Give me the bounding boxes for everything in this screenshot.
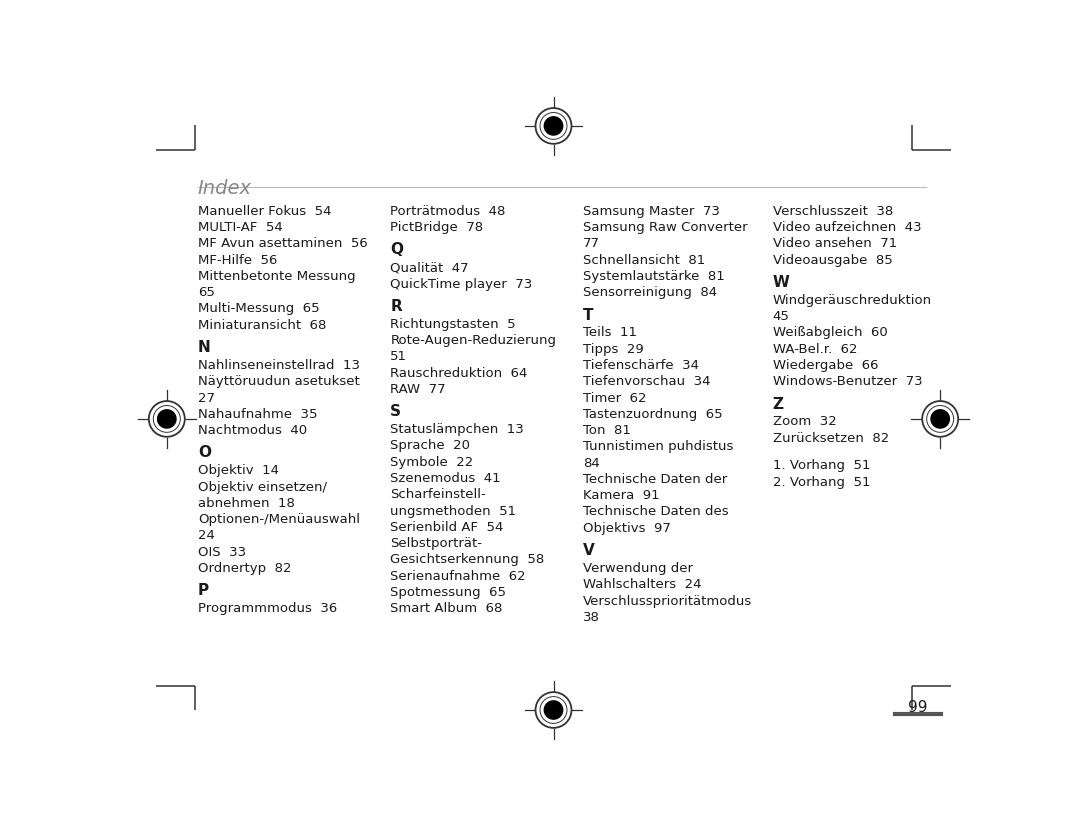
Text: Q: Q	[390, 242, 403, 258]
Text: Verwendung der: Verwendung der	[583, 561, 692, 575]
Text: P: P	[198, 583, 208, 598]
Text: W: W	[773, 275, 789, 290]
Text: 99: 99	[908, 699, 928, 714]
Text: Manueller Fokus  54: Manueller Fokus 54	[198, 205, 332, 218]
Text: T: T	[583, 307, 593, 322]
Text: Smart Album  68: Smart Album 68	[390, 601, 502, 614]
Text: Objektiv einsetzen/: Objektiv einsetzen/	[198, 480, 327, 493]
Text: Rauschreduktion  64: Rauschreduktion 64	[390, 366, 528, 379]
Text: Tipps  29: Tipps 29	[583, 342, 644, 355]
Text: 27: 27	[198, 391, 215, 404]
Text: MF-Hilfe  56: MF-Hilfe 56	[198, 253, 278, 267]
Text: Technische Daten der: Technische Daten der	[583, 472, 727, 485]
Text: Tunnistimen puhdistus: Tunnistimen puhdistus	[583, 440, 733, 453]
Text: 24: 24	[198, 529, 215, 542]
Text: Selbstporträt-: Selbstporträt-	[390, 537, 483, 550]
Text: V: V	[583, 542, 595, 557]
Text: Kamera  91: Kamera 91	[583, 489, 660, 502]
Text: 1. Vorhang  51: 1. Vorhang 51	[773, 459, 870, 472]
Text: Nahaufnahme  35: Nahaufnahme 35	[198, 407, 318, 421]
Text: N: N	[198, 339, 211, 354]
Text: Tastenzuordnung  65: Tastenzuordnung 65	[583, 407, 723, 421]
Text: Technische Daten des: Technische Daten des	[583, 505, 728, 518]
Text: 65: 65	[198, 286, 215, 299]
Text: Video aufzeichnen  43: Video aufzeichnen 43	[773, 221, 921, 233]
Text: Serienbild AF  54: Serienbild AF 54	[390, 520, 503, 533]
Text: Scharfeinstell-: Scharfeinstell-	[390, 488, 486, 501]
Text: MF Avun asettaminen  56: MF Avun asettaminen 56	[198, 237, 367, 250]
Text: 84: 84	[583, 456, 599, 469]
Text: Statuslämpchen  13: Statuslämpchen 13	[390, 422, 524, 436]
Text: Videoausgabe  85: Videoausgabe 85	[773, 253, 892, 267]
Text: PictBridge  78: PictBridge 78	[390, 221, 484, 233]
Text: Zoom  32: Zoom 32	[773, 415, 837, 428]
Ellipse shape	[930, 410, 950, 429]
Text: Näyttöruudun asetukset: Näyttöruudun asetukset	[198, 375, 360, 388]
Text: 45: 45	[773, 310, 789, 323]
Text: Tiefenvorschau  34: Tiefenvorschau 34	[583, 375, 711, 388]
Text: Szenemodus  41: Szenemodus 41	[390, 471, 501, 484]
Text: 38: 38	[583, 610, 599, 623]
Text: Nachtmodus  40: Nachtmodus 40	[198, 424, 307, 436]
Text: Multi-Messung  65: Multi-Messung 65	[198, 302, 320, 315]
Text: 51: 51	[390, 350, 407, 363]
Text: Sprache  20: Sprache 20	[390, 439, 470, 452]
Text: 77: 77	[583, 237, 599, 250]
Text: Rote-Augen-Reduzierung: Rote-Augen-Reduzierung	[390, 334, 556, 347]
Text: Objektivs  97: Objektivs 97	[583, 521, 671, 534]
Text: Symbole  22: Symbole 22	[390, 455, 473, 468]
Text: Programmmodus  36: Programmmodus 36	[198, 601, 337, 614]
Ellipse shape	[543, 700, 564, 720]
Text: Z: Z	[773, 396, 784, 412]
Text: Samsung Master  73: Samsung Master 73	[583, 205, 719, 218]
Text: Sensorreinigung  84: Sensorreinigung 84	[583, 286, 717, 299]
Text: S: S	[390, 404, 402, 419]
Text: Miniaturansicht  68: Miniaturansicht 68	[198, 318, 326, 331]
Text: Video ansehen  71: Video ansehen 71	[773, 237, 897, 250]
Text: Tiefenschärfe  34: Tiefenschärfe 34	[583, 359, 699, 372]
Text: Verschlusszeit  38: Verschlusszeit 38	[773, 205, 893, 218]
Text: Verschlussprioritätmodus: Verschlussprioritätmodus	[583, 594, 752, 607]
Text: Ordnertyp  82: Ordnertyp 82	[198, 561, 292, 575]
Text: Zurücksetzen  82: Zurücksetzen 82	[773, 431, 889, 444]
Text: Wiedergabe  66: Wiedergabe 66	[773, 359, 878, 372]
Text: O: O	[198, 445, 211, 460]
Text: Serienaufnahme  62: Serienaufnahme 62	[390, 569, 526, 582]
Text: Systemlautstärke  81: Systemlautstärke 81	[583, 270, 725, 282]
Text: WA-Bel.r.  62: WA-Bel.r. 62	[773, 342, 858, 355]
Text: Richtungstasten  5: Richtungstasten 5	[390, 317, 516, 330]
Text: R: R	[390, 299, 402, 314]
Text: MULTI-AF  54: MULTI-AF 54	[198, 221, 283, 233]
Text: Wahlschalters  24: Wahlschalters 24	[583, 577, 701, 590]
Text: Objektiv  14: Objektiv 14	[198, 464, 279, 477]
Text: Ton  81: Ton 81	[583, 424, 631, 436]
Text: abnehmen  18: abnehmen 18	[198, 496, 295, 509]
Text: QuickTime player  73: QuickTime player 73	[390, 277, 532, 291]
Text: Mittenbetonte Messung: Mittenbetonte Messung	[198, 270, 355, 282]
Text: Windgeräuschreduktion: Windgeräuschreduktion	[773, 293, 932, 306]
Text: OIS  33: OIS 33	[198, 545, 246, 558]
Text: Index: Index	[198, 179, 252, 198]
Text: Samsung Raw Converter: Samsung Raw Converter	[583, 221, 747, 233]
Text: Windows-Benutzer  73: Windows-Benutzer 73	[773, 375, 922, 388]
Text: Gesichtserkennung  58: Gesichtserkennung 58	[390, 552, 544, 566]
Text: Porträtmodus  48: Porträtmodus 48	[390, 205, 505, 218]
Text: Nahlinseneinstellrad  13: Nahlinseneinstellrad 13	[198, 359, 360, 372]
Text: Timer  62: Timer 62	[583, 391, 646, 404]
Text: RAW  77: RAW 77	[390, 383, 446, 396]
Ellipse shape	[157, 410, 177, 429]
Text: Weißabgleich  60: Weißabgleich 60	[773, 326, 888, 339]
Text: Schnellansicht  81: Schnellansicht 81	[583, 253, 705, 267]
Text: 2. Vorhang  51: 2. Vorhang 51	[773, 475, 870, 489]
Text: Optionen-/Menüauswahl: Optionen-/Menüauswahl	[198, 513, 360, 526]
Text: Teils  11: Teils 11	[583, 326, 637, 339]
Text: ungsmethoden  51: ungsmethoden 51	[390, 504, 516, 517]
Text: Qualität  47: Qualität 47	[390, 261, 469, 274]
Ellipse shape	[543, 117, 564, 137]
Text: Spotmessung  65: Spotmessung 65	[390, 585, 507, 598]
